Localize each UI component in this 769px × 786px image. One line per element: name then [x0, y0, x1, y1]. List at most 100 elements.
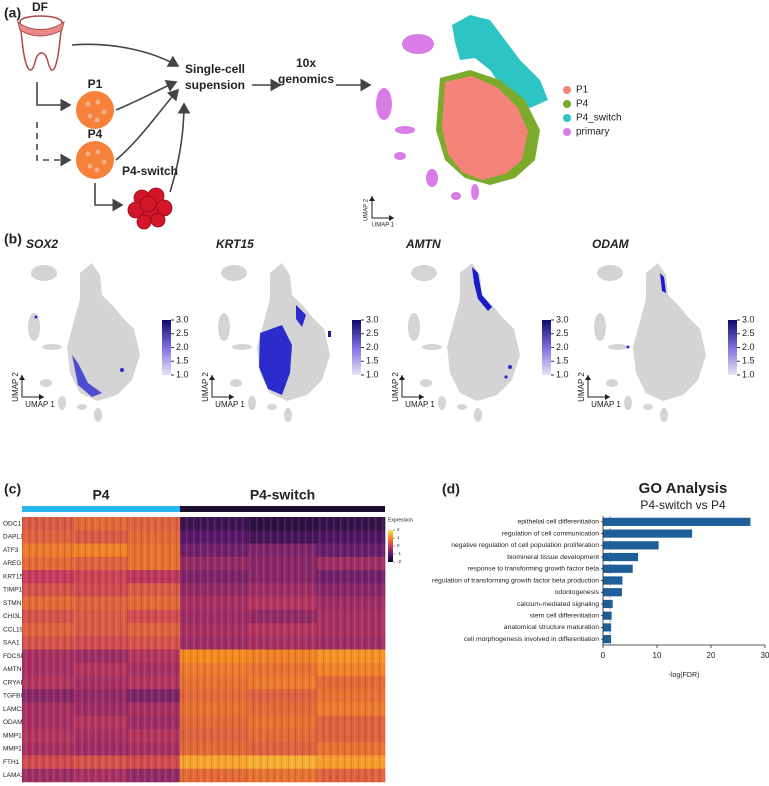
gene-label: ODAM — [3, 719, 23, 726]
gene-label: KRT15 — [3, 573, 23, 580]
gene-label: MMP1 — [3, 732, 22, 739]
gene-label: AREG — [3, 560, 21, 567]
axis-label: UMAP 1 — [591, 400, 621, 409]
bar — [603, 576, 623, 585]
umap-axes — [587, 375, 610, 400]
colorbar — [352, 320, 361, 375]
axis-label: UMAP 1 — [215, 400, 245, 409]
bar — [603, 541, 659, 550]
gene-label: CRYAB — [3, 679, 25, 686]
legend-tick-label: -1 — [397, 551, 401, 556]
step-label: genomics — [278, 72, 334, 86]
x-tick-label: 20 — [707, 651, 716, 660]
category-label: anatomical structure maturation — [504, 624, 599, 631]
legend-swatch — [563, 100, 571, 108]
legend-tick-label: 1 — [397, 535, 400, 540]
gene-label: ATF3 — [3, 547, 19, 554]
bar — [603, 529, 693, 538]
bar — [603, 588, 622, 597]
panel-label: (a) — [4, 5, 21, 21]
colorbar-tick-label: 3.0 — [176, 314, 189, 324]
axis-label: UMAP 1 — [372, 223, 395, 229]
umap-grid: SOX2 3.0 2.5 2.0 1.5 1.0 UMAP 2 UMAP 1 KRT15 3.0 2… — [11, 237, 755, 422]
colorbar-tick-label: 3.0 — [742, 314, 755, 324]
group-label: P4-switch — [250, 487, 315, 503]
colorbar-tick-label: 1.0 — [556, 369, 569, 379]
panel-label: (b) — [4, 231, 22, 247]
umap-axes — [21, 375, 44, 400]
gene-label: ODAM — [592, 237, 630, 251]
bar — [603, 623, 612, 632]
gene-label: CCL19 — [3, 626, 24, 633]
colorbar-tick-label: 2.5 — [556, 328, 569, 338]
axis-label: UMAP 1 — [25, 400, 55, 409]
bar — [603, 599, 613, 609]
umap-plot — [218, 263, 331, 422]
axis-label: UMAP 2 — [364, 198, 370, 221]
category-label: odontogenesis — [555, 589, 600, 596]
gene-label: MMP10 — [3, 746, 26, 753]
category-label: regulation of transforming growth factor… — [432, 577, 599, 584]
gene-label: TGFBI — [3, 693, 22, 700]
legend-swatch — [563, 114, 571, 122]
umap-plot — [28, 263, 140, 422]
legend-tick-label: -2 — [397, 559, 401, 564]
axis-label: UMAP 2 — [201, 372, 210, 402]
gene-label: SAA1 — [3, 640, 20, 647]
gene-label: FDCSP — [3, 653, 25, 660]
category-label: regulation of cell communication — [502, 530, 599, 537]
texture — [22, 517, 385, 782]
colorbar-tick-label: 2.5 — [366, 328, 379, 338]
chart-subtitle: P4-switch vs P4 — [640, 498, 726, 512]
colorbar-tick-label: 2.5 — [742, 328, 755, 338]
colorbar-tick-label: 2.0 — [176, 342, 189, 352]
colorbar-tick-label: 2.5 — [176, 328, 189, 338]
colorbar-tick-label: 1.0 — [742, 369, 755, 379]
bar — [603, 552, 639, 562]
group-label: P4 — [92, 487, 109, 503]
category-label: calcium-mediated signaling — [517, 601, 599, 608]
sample-label: P4 — [88, 127, 103, 141]
bar — [603, 611, 612, 620]
category-label: response to transforming growth factor b… — [468, 566, 600, 573]
source-label: DF — [32, 0, 48, 14]
axis-label: UMAP 2 — [11, 372, 20, 402]
umap-axes — [401, 375, 424, 400]
gene-label: STMN1 — [3, 600, 25, 607]
x-tick-label: 0 — [601, 651, 606, 660]
colorbar-tick-label: 2.0 — [556, 342, 569, 352]
legend-tick-label: 2 — [397, 527, 400, 532]
gene-label: AMTN — [3, 666, 22, 673]
legend-label: P4_switch — [576, 113, 622, 124]
gene-label: ODC1 — [3, 520, 21, 527]
step-label: 10x — [296, 56, 316, 70]
x-tick-label: 30 — [761, 651, 769, 660]
gene-label: LAMC2 — [3, 706, 25, 713]
gene-label: KRT15 — [216, 237, 254, 251]
category-label: stem cell differentiation — [530, 612, 600, 619]
colorbar-tick-label: 2.0 — [366, 342, 379, 352]
gene-label: AMTN — [405, 237, 441, 251]
colorbar-tick-label: 1.5 — [366, 356, 379, 366]
umap-axes — [211, 375, 234, 400]
legend-swatch — [563, 86, 571, 94]
umap-plot — [594, 263, 706, 422]
colorbar — [542, 320, 551, 375]
axis-label: UMAP 1 — [405, 400, 435, 409]
umap-clusters — [369, 15, 548, 221]
sample-label: P1 — [88, 77, 103, 91]
colorbar-tick-label: 1.5 — [176, 356, 189, 366]
step-label: Single-cell — [185, 62, 245, 76]
gene-label: FTH1 — [3, 759, 20, 766]
group-bar — [180, 506, 385, 512]
umap-plot — [408, 263, 520, 422]
panel-label: (d) — [442, 481, 460, 497]
heatmap: P4 P4-switch ODC1 DAPL1 ATF3 AREG KRT15 TIMP1 ST… — [3, 487, 413, 783]
category-label: cell morphogenesis involved in different… — [464, 636, 599, 643]
colorbar-tick-label: 1.0 — [176, 369, 189, 379]
bar — [603, 635, 612, 644]
x-axis-label: -log(FDR) — [669, 672, 700, 679]
x-tick-label: 10 — [653, 651, 662, 660]
